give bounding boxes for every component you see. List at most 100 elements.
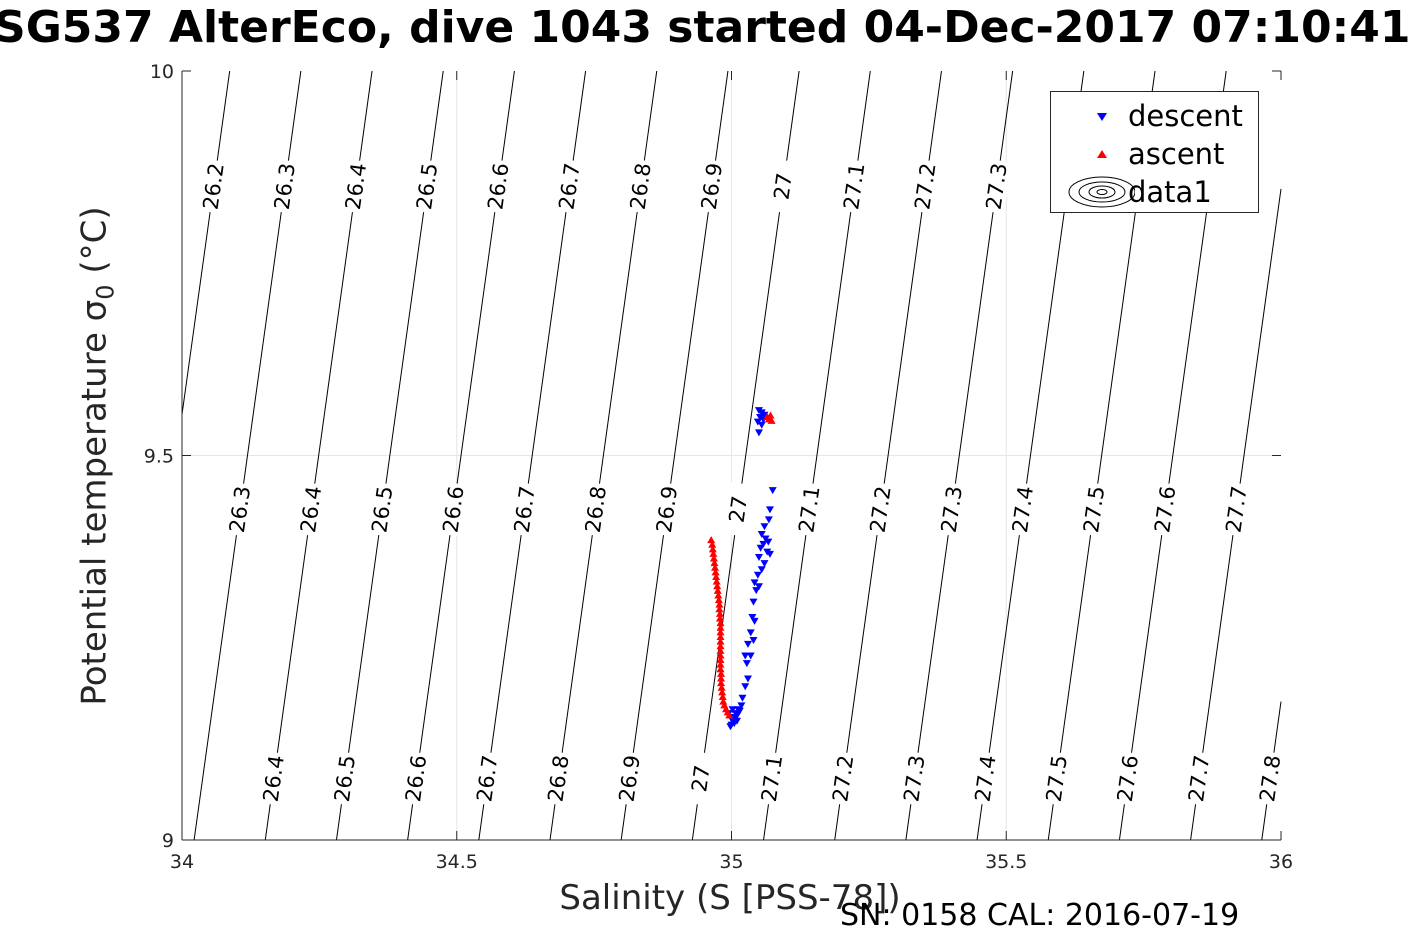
contour-label-bg bbox=[510, 482, 540, 537]
contour-label: 27 bbox=[687, 764, 714, 794]
ascent-point bbox=[716, 646, 725, 654]
descent-point bbox=[741, 683, 750, 691]
contour-label-bg bbox=[367, 482, 397, 537]
contour-label-bg bbox=[225, 482, 255, 537]
contour-label-bg bbox=[199, 159, 229, 214]
descent-point bbox=[765, 550, 774, 558]
contour-label-bg bbox=[757, 751, 787, 806]
triangle-down-icon bbox=[1097, 113, 1107, 121]
descent-point bbox=[754, 554, 763, 562]
serial-calibration-footer: SN: 0158 CAL: 2016-07-19 bbox=[840, 898, 1240, 933]
descent-point bbox=[757, 566, 766, 574]
ascent-point bbox=[711, 568, 720, 576]
ascent-point bbox=[708, 545, 717, 553]
contour-label-bg bbox=[899, 751, 929, 806]
descent-point bbox=[741, 652, 750, 660]
ascent-point bbox=[715, 609, 724, 617]
contour-label: 27.8 bbox=[1255, 754, 1285, 804]
contour-label: 27.3 bbox=[899, 754, 929, 804]
ascent-point bbox=[716, 637, 725, 645]
contour-label: 26.7 bbox=[510, 485, 540, 535]
ascent-point bbox=[713, 582, 722, 590]
descent-point bbox=[743, 640, 752, 648]
axis-ticks: 34 34.5 35 35.5 36 9 9.5 10 bbox=[144, 61, 1293, 873]
x-axis-label: Salinity (S [PSS-78]) bbox=[559, 878, 901, 918]
contour-label: 26.9 bbox=[652, 485, 682, 535]
descent-point bbox=[760, 560, 769, 568]
chart-title: SG537 AlterEco, dive 1043 started 04-Dec… bbox=[0, 2, 1411, 53]
y-tick-label: 9 bbox=[162, 830, 174, 852]
contour-label-bg bbox=[828, 751, 858, 806]
descent-point bbox=[760, 523, 769, 531]
ascent-point bbox=[716, 628, 725, 636]
contour-label-bg bbox=[472, 751, 502, 806]
contour-label: 27 bbox=[769, 171, 796, 201]
contour-label: 27.2 bbox=[866, 485, 896, 535]
ascent-point bbox=[717, 669, 726, 677]
descent-point bbox=[750, 579, 759, 587]
descent-point bbox=[754, 429, 763, 437]
ascent-point bbox=[707, 536, 716, 544]
ascent-point bbox=[708, 540, 717, 548]
contour-label-bg bbox=[401, 751, 431, 806]
ascent-point bbox=[716, 651, 725, 659]
contour-label-bg bbox=[1008, 482, 1038, 537]
ascent-point bbox=[716, 623, 725, 631]
descent-point bbox=[728, 717, 737, 725]
descent-point bbox=[734, 706, 743, 714]
descent-point bbox=[743, 675, 752, 683]
contour-label-bg bbox=[1255, 751, 1285, 806]
ascent-point bbox=[718, 688, 727, 696]
contour-label-bg bbox=[439, 482, 469, 537]
contour-label: 26.4 bbox=[259, 754, 289, 804]
contour-label: 26.3 bbox=[270, 162, 300, 212]
legend-label: ascent bbox=[1128, 137, 1225, 171]
contour-label: 27.1 bbox=[757, 754, 787, 804]
contour-label-bg bbox=[1079, 482, 1109, 537]
ascent-point bbox=[715, 600, 724, 608]
descent-point bbox=[768, 487, 777, 495]
contour-label-bg bbox=[652, 482, 682, 537]
y-axis-label: Potential temperature σ0 (°C) bbox=[74, 206, 120, 706]
contour-label-bg bbox=[1113, 751, 1143, 806]
legend-entry-descent: descent bbox=[1051, 97, 1260, 135]
descent-point bbox=[749, 598, 758, 606]
descent-point bbox=[754, 583, 763, 591]
contour-label: 27.7 bbox=[1221, 485, 1251, 535]
contour-label-bg bbox=[1150, 482, 1180, 537]
descent-point bbox=[760, 411, 769, 419]
descent-point bbox=[764, 516, 773, 524]
ascent-point bbox=[725, 711, 734, 719]
ascent-point bbox=[709, 549, 718, 557]
ascent-point bbox=[710, 559, 719, 567]
contour-label: 26.5 bbox=[367, 485, 397, 535]
y-tick-label: 10 bbox=[150, 61, 174, 83]
contour-label: 26.2 bbox=[199, 162, 229, 212]
ascent-point bbox=[717, 683, 726, 691]
ascent-point bbox=[716, 619, 725, 627]
descent-point bbox=[759, 540, 768, 548]
contour-label: 27.5 bbox=[1079, 485, 1109, 535]
contour-label: 26.9 bbox=[615, 754, 645, 804]
legend: descent ascent data1 bbox=[1050, 91, 1259, 213]
contour-label: 26.6 bbox=[438, 485, 468, 535]
contour-label-bg bbox=[330, 751, 360, 806]
contour-label: 26.7 bbox=[554, 162, 584, 212]
x-tick-label: 34.5 bbox=[436, 851, 478, 873]
contour-label-bg bbox=[270, 159, 300, 214]
descent-point bbox=[746, 629, 755, 637]
descent-point bbox=[753, 418, 762, 426]
triangle-up-icon bbox=[1097, 150, 1107, 158]
contour-label: 27.4 bbox=[1008, 485, 1038, 535]
descent-point bbox=[742, 660, 751, 668]
ascent-point bbox=[712, 577, 721, 585]
contour-label: 26.5 bbox=[412, 162, 442, 212]
legend-label: data1 bbox=[1128, 175, 1212, 209]
descent-point bbox=[750, 617, 759, 625]
descent-point bbox=[756, 544, 765, 552]
x-tick-label: 35.5 bbox=[985, 851, 1027, 873]
contour-label: 26.6 bbox=[401, 754, 431, 804]
descent-point bbox=[746, 652, 755, 660]
ascent-point bbox=[714, 596, 723, 604]
